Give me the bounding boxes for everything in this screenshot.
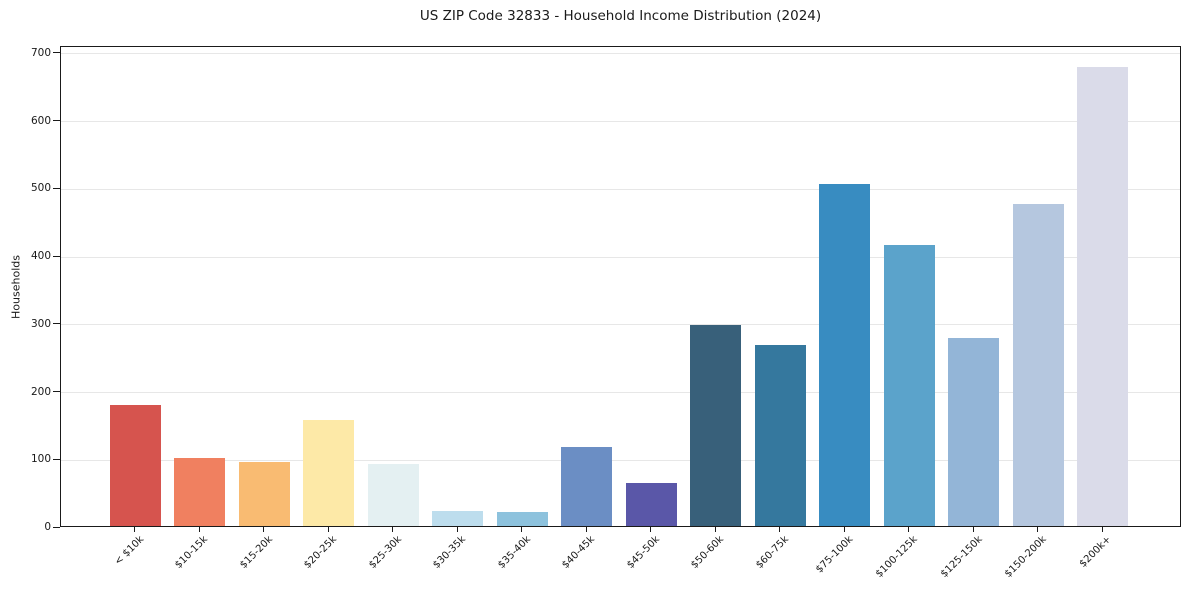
y-tick-mark-700 bbox=[53, 52, 60, 54]
x-tick-label-4: $20-25k bbox=[302, 534, 340, 571]
x-tick-label-9: $45-50k bbox=[624, 534, 662, 571]
y-tick-mark-500 bbox=[53, 187, 60, 189]
y-tick-mark-400 bbox=[53, 255, 60, 257]
y-tick-mark-0 bbox=[53, 526, 60, 528]
x-tick-label-12: $75-100k bbox=[813, 534, 856, 576]
y-tick-label-0: 0 bbox=[44, 521, 51, 533]
bar-5 bbox=[367, 463, 419, 526]
gridline-500 bbox=[61, 188, 1180, 190]
x-tick-mark-13 bbox=[908, 527, 909, 532]
x-tick-label-7: $35-40k bbox=[495, 534, 533, 571]
x-tick-label-2: $10-15k bbox=[173, 534, 211, 571]
bar-2 bbox=[174, 457, 225, 526]
y-tick-label-500: 500 bbox=[30, 182, 51, 195]
x-tick-mark-15 bbox=[1037, 527, 1038, 532]
bar-7 bbox=[496, 512, 548, 526]
x-tick-label-5: $25-30k bbox=[366, 534, 404, 571]
x-tick-label-13: $100-125k bbox=[873, 534, 920, 580]
x-tick-label-11: $60-75k bbox=[753, 534, 791, 571]
x-tick-mark-5 bbox=[392, 527, 393, 532]
gridline-600 bbox=[61, 121, 1180, 123]
x-tick-mark-2 bbox=[198, 527, 200, 532]
bar-15 bbox=[1012, 204, 1064, 526]
y-tick-mark-300 bbox=[53, 323, 60, 325]
x-tick-mark-6 bbox=[456, 527, 458, 532]
bar-12 bbox=[819, 183, 870, 526]
x-tick-label-10: $50-60k bbox=[689, 534, 727, 571]
y-tick-mark-600 bbox=[53, 120, 60, 122]
gridline-300 bbox=[61, 324, 1180, 326]
x-tick-label-6: $30-35k bbox=[431, 534, 469, 571]
bar-13 bbox=[883, 244, 935, 526]
y-tick-mark-100 bbox=[53, 458, 60, 460]
bar-9 bbox=[625, 482, 677, 526]
x-tick-mark-14 bbox=[972, 527, 974, 532]
y-tick-label-400: 400 bbox=[30, 250, 51, 262]
bar-4 bbox=[303, 420, 354, 526]
x-tick-mark-11 bbox=[779, 527, 780, 532]
x-tick-label-1: < $10k bbox=[112, 534, 146, 568]
x-tick-mark-7 bbox=[521, 527, 522, 532]
gridline-700 bbox=[61, 53, 1180, 55]
y-axis-label: Households bbox=[9, 255, 23, 319]
y-tick-label-100: 100 bbox=[30, 453, 51, 466]
x-tick-mark-10 bbox=[714, 527, 716, 532]
bar-10 bbox=[690, 324, 741, 526]
x-tick-label-16: $200k+ bbox=[1077, 534, 1114, 570]
x-tick-mark-12 bbox=[843, 527, 845, 532]
y-tick-label-300: 300 bbox=[30, 317, 51, 330]
y-tick-label-700: 700 bbox=[30, 46, 51, 59]
gridline-400 bbox=[61, 256, 1180, 258]
x-tick-mark-16 bbox=[1101, 527, 1103, 532]
bar-6 bbox=[432, 511, 483, 526]
bar-16 bbox=[1077, 66, 1128, 526]
gridline-100 bbox=[61, 459, 1180, 461]
x-tick-label-3: $15-20k bbox=[237, 534, 275, 571]
y-tick-label-600: 600 bbox=[30, 114, 51, 127]
x-tick-mark-9 bbox=[650, 527, 651, 532]
y-tick-mark-200 bbox=[53, 391, 60, 392]
bar-8 bbox=[561, 447, 612, 526]
x-tick-label-14: $125-150k bbox=[938, 534, 985, 580]
x-tick-mark-3 bbox=[263, 527, 264, 532]
x-tick-label-8: $40-45k bbox=[560, 534, 598, 571]
bar-11 bbox=[754, 345, 806, 526]
bar-14 bbox=[948, 338, 999, 526]
x-tick-mark-8 bbox=[585, 527, 587, 532]
gridline-200 bbox=[61, 392, 1180, 393]
bar-3 bbox=[238, 461, 290, 526]
plot-area bbox=[60, 46, 1181, 527]
chart-title: US ZIP Code 32833 - Household Income Dis… bbox=[419, 8, 822, 24]
x-tick-mark-1 bbox=[134, 527, 135, 532]
bar-1 bbox=[109, 405, 161, 526]
x-tick-label-15: $150-200k bbox=[1002, 534, 1049, 580]
x-tick-mark-4 bbox=[327, 527, 329, 532]
y-tick-label-200: 200 bbox=[30, 385, 51, 398]
